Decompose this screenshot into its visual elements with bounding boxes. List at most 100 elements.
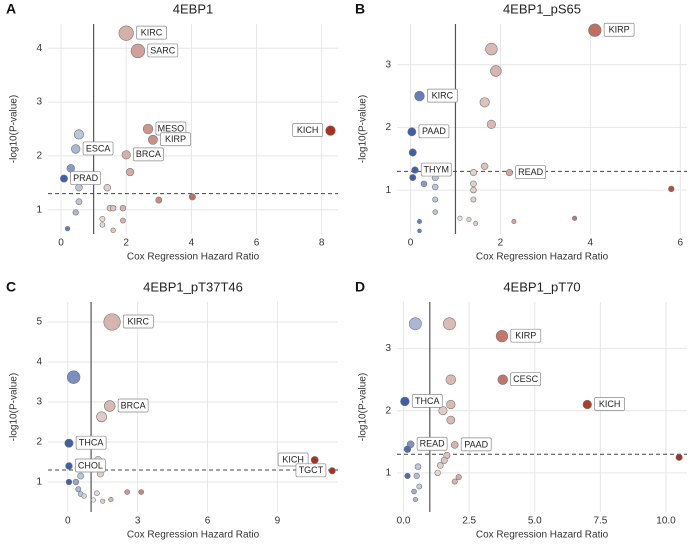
- data-point: [432, 209, 438, 215]
- data-point: [94, 490, 100, 496]
- data-point: [60, 174, 68, 183]
- data-point: [65, 462, 73, 470]
- point-label: KIRP: [515, 331, 536, 341]
- data-point: [408, 317, 422, 331]
- data-point: [414, 90, 425, 102]
- data-point: [404, 472, 411, 480]
- y-axis-label: -log10(P-value): [358, 373, 369, 441]
- data-point: [73, 129, 84, 140]
- panel-label: C: [6, 279, 16, 295]
- y-tick-label: 2: [36, 437, 42, 448]
- data-point: [325, 125, 336, 136]
- x-tick-label: 10.0: [656, 516, 676, 527]
- data-point: [495, 330, 509, 343]
- point-label: BRCA: [136, 149, 161, 159]
- label-box: [82, 141, 114, 156]
- data-point: [446, 399, 456, 410]
- label-box: [418, 124, 450, 139]
- data-point: [668, 185, 675, 193]
- data-point: [675, 453, 683, 461]
- x-tick-label: 9: [275, 516, 281, 527]
- x-tick-label: 0: [408, 238, 414, 249]
- data-point: [100, 498, 106, 504]
- chart-title: 4EBP1_pT70: [503, 279, 580, 294]
- point-label: KIRC: [432, 90, 454, 100]
- data-point: [65, 478, 73, 486]
- data-point: [72, 478, 80, 486]
- y-tick-label: 2: [385, 405, 391, 416]
- point-label: SARC: [150, 45, 176, 55]
- data-point: [505, 169, 513, 177]
- data-point: [440, 457, 448, 464]
- data-point: [470, 196, 477, 203]
- y-tick-label: 1: [385, 185, 391, 196]
- label-box: [603, 22, 635, 37]
- y-tick-label: 4: [36, 43, 42, 54]
- data-point: [72, 209, 79, 216]
- x-tick-label: 2: [498, 238, 504, 249]
- label-box: [147, 43, 179, 58]
- data-point: [443, 317, 456, 331]
- panel-label: B: [355, 1, 365, 17]
- label-box: [277, 452, 309, 467]
- data-point: [455, 474, 462, 481]
- data-point: [121, 150, 131, 160]
- data-point: [486, 119, 496, 129]
- data-point: [485, 42, 498, 56]
- data-point: [126, 167, 135, 177]
- data-point: [103, 313, 121, 331]
- label-box: [510, 328, 542, 343]
- data-point: [408, 148, 417, 157]
- point-label: ESCA: [86, 143, 111, 153]
- x-tick-label: 0: [65, 516, 71, 527]
- x-tick-label: 0: [58, 238, 64, 249]
- data-point: [417, 228, 422, 234]
- y-tick-label: 3: [385, 343, 391, 354]
- point-label: PAAD: [422, 126, 446, 136]
- x-tick-label: 6: [254, 238, 260, 249]
- data-point: [64, 438, 74, 448]
- data-point: [572, 215, 578, 221]
- data-point: [90, 497, 96, 503]
- data-point: [446, 415, 456, 425]
- panel-label: A: [6, 1, 16, 17]
- label-box: [427, 88, 458, 103]
- label-box: [510, 372, 541, 387]
- point-label: TGCT: [299, 465, 324, 475]
- point-label: THYM: [424, 164, 450, 174]
- y-tick-label: 2: [36, 151, 42, 162]
- data-point: [473, 220, 479, 226]
- y-axis-label: -log10(P-value): [358, 95, 369, 163]
- x-tick-label: 6: [205, 516, 211, 527]
- x-axis-label: Cox Regression Hazard Ratio: [476, 530, 609, 541]
- point-label: CHOL: [78, 460, 103, 470]
- point-label: READ: [420, 439, 446, 449]
- data-point: [75, 183, 83, 192]
- data-point: [420, 180, 428, 188]
- data-point: [450, 441, 459, 449]
- data-point: [71, 144, 81, 154]
- data-point: [409, 174, 417, 182]
- y-tick-label: 2: [385, 122, 391, 133]
- data-point: [411, 166, 419, 174]
- data-point: [110, 227, 116, 233]
- point-label: CESC: [513, 374, 539, 384]
- x-tick-label: 5.0: [528, 516, 542, 527]
- data-point: [81, 493, 87, 499]
- data-point: [407, 127, 417, 137]
- data-point: [403, 445, 412, 453]
- data-point: [445, 374, 456, 385]
- data-point: [96, 411, 107, 423]
- point-label: KIRP: [609, 25, 630, 35]
- point-label: MESO: [158, 123, 185, 133]
- y-tick-label: 1: [36, 477, 42, 488]
- label-box: [75, 435, 107, 450]
- data-point: [411, 488, 417, 495]
- point-label: BRCA: [121, 400, 146, 410]
- data-point: [148, 134, 158, 145]
- data-point: [400, 396, 410, 407]
- x-tick-label: 7.5: [593, 516, 607, 527]
- data-point: [64, 225, 71, 232]
- chart-title: 4EBP1: [173, 1, 213, 16]
